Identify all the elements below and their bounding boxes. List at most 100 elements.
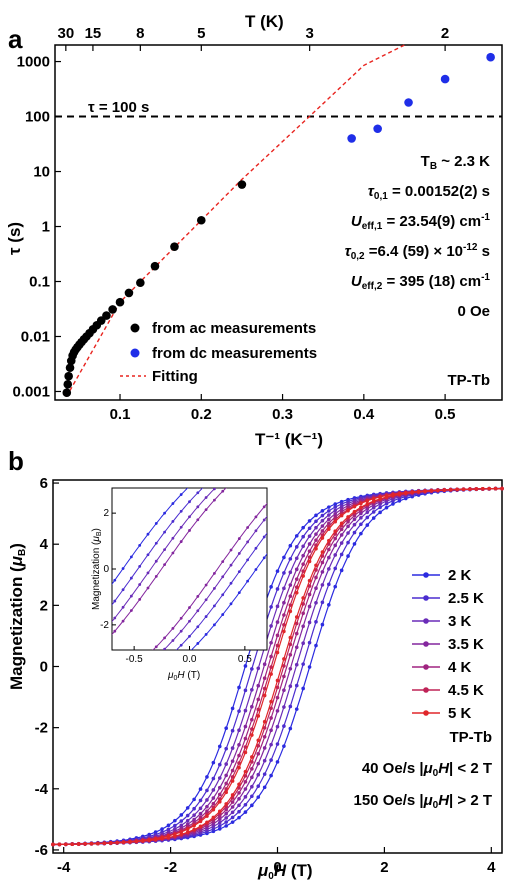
hysteresis-point xyxy=(275,633,280,638)
panel-b-x-tick-label: 2 xyxy=(380,859,388,876)
hysteresis-point xyxy=(365,515,370,520)
hysteresis-point xyxy=(314,568,318,572)
legend-fit-label: Fitting xyxy=(152,368,198,385)
hysteresis-point xyxy=(185,827,190,831)
hysteresis-point xyxy=(352,504,357,509)
hysteresis-point xyxy=(224,746,228,751)
hysteresis-point xyxy=(301,569,305,573)
hysteresis-point xyxy=(185,806,190,810)
hysteresis-point xyxy=(294,621,299,626)
hysteresis-point xyxy=(327,582,331,587)
hysteresis-point xyxy=(224,807,228,812)
hysteresis-point xyxy=(314,601,318,605)
hysteresis-point xyxy=(217,820,222,825)
annot-tb: TB ~ 2.3 K xyxy=(421,153,491,172)
legend-marker xyxy=(423,572,429,578)
legend-marker xyxy=(423,618,429,624)
hysteresis-point xyxy=(371,516,376,520)
hysteresis-point xyxy=(250,794,254,799)
dc-data-point xyxy=(347,134,356,143)
legend-ac-label: from ac measurements xyxy=(152,320,316,337)
hysteresis-point xyxy=(282,586,286,591)
hysteresis-point xyxy=(205,798,209,802)
hysteresis-point xyxy=(282,555,286,560)
hysteresis-point xyxy=(230,728,235,733)
hysteresis-point xyxy=(166,835,171,840)
hysteresis-point xyxy=(275,678,280,683)
hysteresis-point xyxy=(217,814,222,818)
inset-point xyxy=(237,570,241,574)
hysteresis-point xyxy=(243,802,248,807)
inset-point xyxy=(188,650,191,653)
hysteresis-point xyxy=(211,807,216,812)
tau-100-label: τ = 100 s xyxy=(88,99,149,116)
inset-point xyxy=(271,508,274,511)
hysteresis-point xyxy=(211,796,216,800)
hysteresis-point xyxy=(237,791,241,795)
hysteresis-point xyxy=(243,750,248,755)
ac-data-point xyxy=(108,305,117,314)
hysteresis-point xyxy=(352,509,357,514)
inset-point xyxy=(138,583,142,586)
hysteresis-point xyxy=(275,685,280,690)
hysteresis-point xyxy=(327,527,331,531)
inset-point xyxy=(204,508,208,512)
hysteresis-point xyxy=(237,685,241,690)
panel-a-compound-label: TP-Tb xyxy=(448,372,491,389)
inset-point xyxy=(163,660,166,663)
hysteresis-point xyxy=(282,744,286,748)
hysteresis-point xyxy=(339,513,344,518)
inset-point xyxy=(254,568,258,571)
hysteresis-point xyxy=(70,842,75,846)
inset-point xyxy=(105,695,108,698)
hysteresis-point xyxy=(121,840,126,845)
hysteresis-point xyxy=(282,724,286,728)
annot-tau01: τ0,1 = 0.00152(2) s xyxy=(368,183,490,202)
inset-point xyxy=(196,505,200,509)
hysteresis-point xyxy=(282,657,286,661)
inset-point xyxy=(122,681,125,684)
hysteresis-point xyxy=(333,515,338,519)
inset-point xyxy=(163,563,166,567)
inset-point xyxy=(171,639,175,642)
hysteresis-point xyxy=(474,487,479,491)
legend-marker xyxy=(423,687,429,693)
hysteresis-point xyxy=(269,585,273,589)
hysteresis-point xyxy=(269,665,273,669)
hysteresis-point xyxy=(288,684,293,689)
hysteresis-point xyxy=(237,761,241,765)
inset-point xyxy=(271,451,274,454)
inset-point xyxy=(138,678,141,681)
inset-point xyxy=(221,469,224,472)
hysteresis-point xyxy=(147,838,152,843)
hysteresis-point xyxy=(397,492,402,497)
hysteresis-point xyxy=(307,578,312,583)
panel-b-y-tick-label: -4 xyxy=(35,781,49,798)
annot-ueff1: Ueff,1 = 23.54(9) cm-1 xyxy=(351,212,491,232)
hysteresis-point xyxy=(153,837,158,842)
hysteresis-point xyxy=(307,640,312,645)
hysteresis-point xyxy=(160,836,164,841)
panel-a-x-tick-label: 0.2 xyxy=(191,406,212,423)
hysteresis-point xyxy=(327,547,331,552)
hysteresis-point xyxy=(294,545,299,549)
inset-point xyxy=(155,656,158,659)
hysteresis-point xyxy=(320,550,325,554)
hysteresis-point xyxy=(314,513,318,518)
inset-point xyxy=(230,453,233,456)
panel-b-y-tick-label: 2 xyxy=(40,597,48,614)
hysteresis-point xyxy=(359,516,363,520)
panel-a-y-tick-label: 0.01 xyxy=(21,328,50,345)
legend-label: 4 K xyxy=(448,659,472,676)
hysteresis-point xyxy=(230,779,235,783)
inset-point xyxy=(171,665,174,668)
hysteresis-point xyxy=(269,773,273,778)
hysteresis-point xyxy=(301,562,305,566)
hysteresis-point xyxy=(211,801,216,806)
inset-point xyxy=(122,694,125,697)
hysteresis-point xyxy=(294,683,299,688)
hysteresis-point xyxy=(237,797,241,801)
ac-data-point xyxy=(150,261,160,271)
hysteresis-point xyxy=(307,534,312,538)
ac-data-point xyxy=(170,242,179,251)
